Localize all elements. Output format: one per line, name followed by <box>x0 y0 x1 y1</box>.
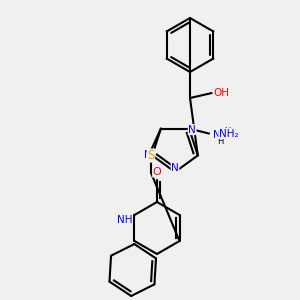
Text: N: N <box>213 130 221 140</box>
Text: OH: OH <box>213 88 229 98</box>
Text: H: H <box>217 137 223 146</box>
Text: S: S <box>147 149 155 162</box>
Text: N: N <box>171 163 179 173</box>
Text: H: H <box>224 127 230 136</box>
Text: NH₂: NH₂ <box>219 129 239 139</box>
Text: N: N <box>188 124 196 135</box>
Text: N: N <box>144 150 152 161</box>
Text: NH: NH <box>117 215 132 225</box>
Text: O: O <box>153 167 161 177</box>
